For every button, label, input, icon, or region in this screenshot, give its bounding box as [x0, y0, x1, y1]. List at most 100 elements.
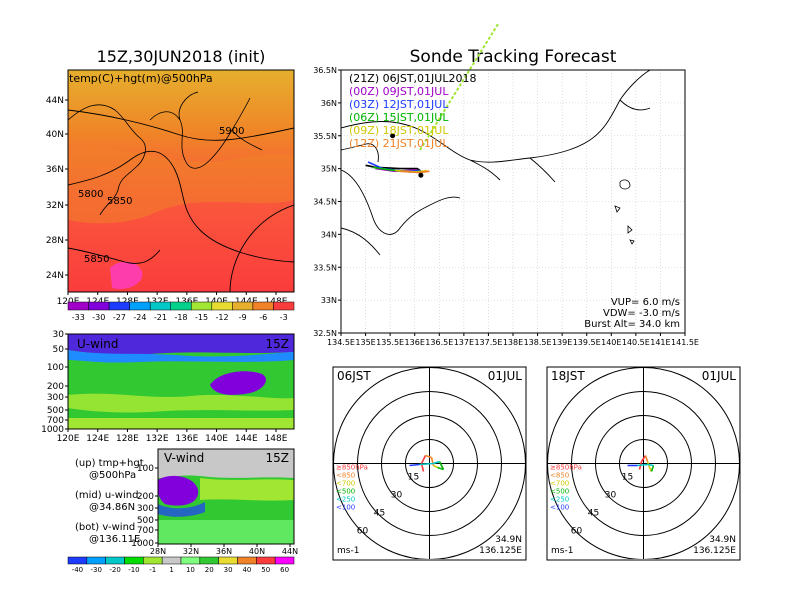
temp-colorbar-swatch: [211, 301, 233, 311]
v-colorbar-swatch: [67, 556, 88, 565]
hodo-frame: [332, 366, 527, 561]
map-y-tick-label: 34N: [321, 230, 337, 239]
hodo-legend-entry: <850: [550, 472, 569, 480]
u-wind-panel: U-wind 15Z 120E 124E 128E 132E 136E 140E 144E 1…: [41, 330, 295, 444]
u-y-tick-label: 1000: [41, 425, 64, 435]
map-y-tick-label: 36.5N: [313, 66, 337, 75]
temp-map-frame: [67, 69, 295, 293]
v-y-tick-label: 100: [137, 464, 154, 474]
hodo-ring-label: 30: [391, 491, 403, 501]
sonde-map-y-ticks: 36.5N 36N 35.5N 35N 34.5N 34N 33.5N 33N 32.5N: [313, 66, 341, 338]
v-colorbar-swatch: [218, 556, 238, 565]
hodo-trace-segment: [419, 462, 434, 466]
hgt-contour-5900: [68, 109, 294, 141]
temp-y-tick-label: 40N: [46, 130, 64, 140]
temp-colorbar-label: -18: [174, 313, 187, 322]
hgt-contour-outer: [229, 204, 294, 292]
v-colorbar-label: -1: [149, 566, 156, 574]
side-legend-line2: @136.11E: [89, 534, 140, 545]
hodo-ring-label: 60: [357, 527, 369, 537]
v-x-tick-label: 36N: [216, 547, 232, 556]
v-x-tick-label: 40N: [249, 547, 265, 556]
track-legend-entry: (09Z) 18JST,01JUL: [349, 124, 449, 137]
hodo-legend-entry: <850: [336, 472, 355, 480]
v-wind-x-ticks: 28N 32N 36N 40N 44N: [150, 544, 298, 556]
contour-label-5850-a: 5850: [107, 196, 132, 207]
side-legend-line1: (up) tmp+hgt: [75, 458, 144, 469]
hodo-date: 01JUL: [488, 369, 523, 383]
u-wind-x-ticks: 120E 124E 128E 132E 136E 140E 144E 148E: [57, 429, 288, 444]
hodo-unit: ms-1: [337, 546, 359, 556]
map-y-tick-label: 35.5N: [313, 132, 337, 141]
v-wind-time: 15Z: [266, 451, 290, 465]
hodo-trace-segment: [409, 463, 420, 467]
track-legend-entry: (00Z) 09JST,01JUL: [349, 85, 449, 98]
v-wind-label: V-wind: [164, 451, 204, 465]
hodo-date: 01JUL: [702, 369, 737, 383]
hodograph-18jst: 18JST 01JUL 15 30 45 60 ≥850hPa<850<700<500<25…: [546, 366, 741, 561]
u-y-tick-label: 100: [47, 363, 64, 373]
v-colorbar-swatch: [199, 556, 219, 565]
track-legend-entry: (03Z) 12JST,01JUL: [349, 98, 449, 111]
hodograph-06jst: 06JST 01JUL 15 30 45 60 ≥850hPa<850<700<500<25…: [332, 366, 527, 561]
island-a: [614, 205, 621, 213]
u-x-tick-label: 128E: [116, 434, 139, 444]
temp-y-tick-label: 32N: [46, 201, 64, 211]
map-x-tick-label: 136E: [405, 338, 425, 347]
hodo-ring-label: 15: [408, 473, 419, 483]
u-x-tick-label: 140E: [205, 434, 228, 444]
temp-colorbar-swatch: [252, 301, 274, 311]
sonde-map-title: Sonde Tracking Forecast: [410, 47, 617, 67]
sonde-map-x-ticks: 134.5E 135E 135.5E 136E 136.5E 137E 137.5E 138E…: [327, 333, 699, 347]
temp-colorbar: -33 -30 -27 -24 -21 -18 -15 -12 -9 -6 -3: [67, 301, 295, 322]
map-y-tick-label: 36N: [321, 99, 337, 108]
v-wind-panel: V-wind 15Z 28N 32N 36N 40N 44N 100 200 300 5007…: [67, 448, 298, 574]
map-x-tick-label: 141E: [650, 338, 670, 347]
v-colorbar-swatch: [256, 556, 276, 565]
v-x-tick-label: 32N: [183, 547, 199, 556]
temp-colorbar-label: -30: [92, 313, 105, 322]
v-colorbar-swatch: [105, 556, 125, 565]
v-colorbar-label: 50: [261, 566, 270, 574]
v-x-tick-label: 28N: [150, 547, 166, 556]
hodo-legend-entry: <100: [336, 504, 355, 512]
v-wind-upper-gray: [158, 449, 294, 478]
u-y-tick-label: 700: [47, 416, 64, 426]
u-y-tick-label: 300: [47, 393, 64, 403]
hodo-time: 18JST: [551, 369, 585, 383]
temp-y-tick-label: 44N: [46, 96, 64, 106]
u-wind-jet-core: [68, 334, 294, 355]
hodo-trace-segment: [433, 460, 440, 465]
map-stat: VUP= 6.0 m/s: [611, 297, 680, 308]
side-legend-line2: @500hPa: [89, 470, 136, 481]
temp-colorbar-swatch: [191, 301, 213, 311]
sonde-tracks: [365, 133, 430, 178]
map-x-tick-label: 139E: [552, 338, 572, 347]
temp-colorbar-label: -6: [259, 313, 267, 322]
v-colorbar-swatch: [237, 556, 257, 565]
u-x-tick-label: 132E: [146, 434, 169, 444]
map-stat: Burst Alt= 34.0 km: [584, 319, 680, 330]
temp-colorbar-label: -15: [195, 313, 208, 322]
hodo-legend-entry: <100: [550, 504, 569, 512]
side-legend-line2: @34.86N: [89, 502, 135, 513]
map-y-tick-label: 32.5N: [313, 329, 337, 338]
hodo-location-lat: 34.9N: [495, 535, 522, 545]
v-wind-weak-band: [200, 478, 294, 501]
contour-label-5900: 5900: [219, 126, 244, 137]
v-colorbar-label: 40: [242, 566, 251, 574]
v-x-tick-label: 44N: [282, 547, 298, 556]
hodo-trace-segment: [425, 454, 432, 459]
map-x-tick-label: 138.5E: [524, 338, 552, 347]
temp-colorbar-swatch: [273, 301, 295, 311]
v-colorbar-label: 10: [186, 566, 195, 574]
track-legend-entry: (06Z) 15JST,01JUL: [349, 111, 449, 124]
hodo-legend-entry: ≥850hPa: [550, 464, 582, 472]
island-b: [627, 225, 633, 234]
map-x-tick-label: 141.5E: [671, 338, 699, 347]
hodo-legend-entry: <250: [550, 496, 569, 504]
hodo-legend-entry: <700: [550, 480, 569, 488]
temp-colorbar-swatch: [232, 301, 254, 311]
